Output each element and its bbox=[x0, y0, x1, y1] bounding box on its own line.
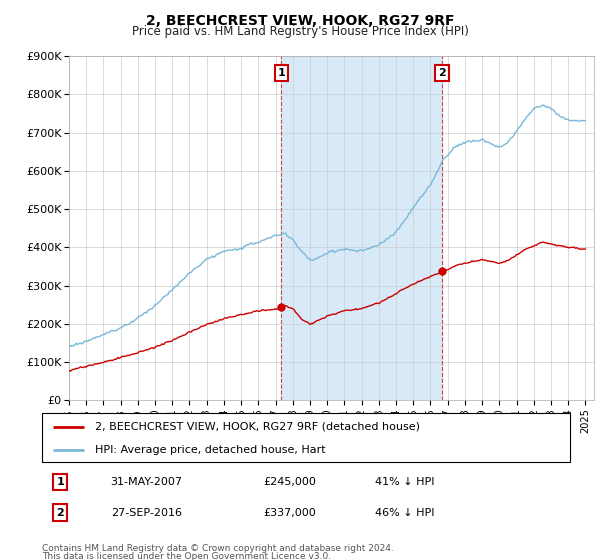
Text: HPI: Average price, detached house, Hart: HPI: Average price, detached house, Hart bbox=[95, 445, 325, 455]
Text: This data is licensed under the Open Government Licence v3.0.: This data is licensed under the Open Gov… bbox=[42, 552, 331, 560]
Text: 2: 2 bbox=[56, 507, 64, 517]
Text: Contains HM Land Registry data © Crown copyright and database right 2024.: Contains HM Land Registry data © Crown c… bbox=[42, 544, 394, 553]
Text: Price paid vs. HM Land Registry's House Price Index (HPI): Price paid vs. HM Land Registry's House … bbox=[131, 25, 469, 38]
Text: £245,000: £245,000 bbox=[264, 477, 317, 487]
Bar bbox=[281, 56, 442, 400]
Text: 46% ↓ HPI: 46% ↓ HPI bbox=[374, 507, 434, 517]
Text: 2: 2 bbox=[438, 68, 446, 78]
Text: 31-MAY-2007: 31-MAY-2007 bbox=[110, 477, 182, 487]
Text: 1: 1 bbox=[277, 68, 285, 78]
FancyBboxPatch shape bbox=[42, 413, 570, 462]
Text: 2, BEECHCREST VIEW, HOOK, RG27 9RF: 2, BEECHCREST VIEW, HOOK, RG27 9RF bbox=[146, 14, 454, 28]
Text: 1: 1 bbox=[56, 477, 64, 487]
Text: 41% ↓ HPI: 41% ↓ HPI bbox=[374, 477, 434, 487]
Text: 2, BEECHCREST VIEW, HOOK, RG27 9RF (detached house): 2, BEECHCREST VIEW, HOOK, RG27 9RF (deta… bbox=[95, 422, 420, 432]
Text: £337,000: £337,000 bbox=[264, 507, 317, 517]
Text: 27-SEP-2016: 27-SEP-2016 bbox=[110, 507, 182, 517]
